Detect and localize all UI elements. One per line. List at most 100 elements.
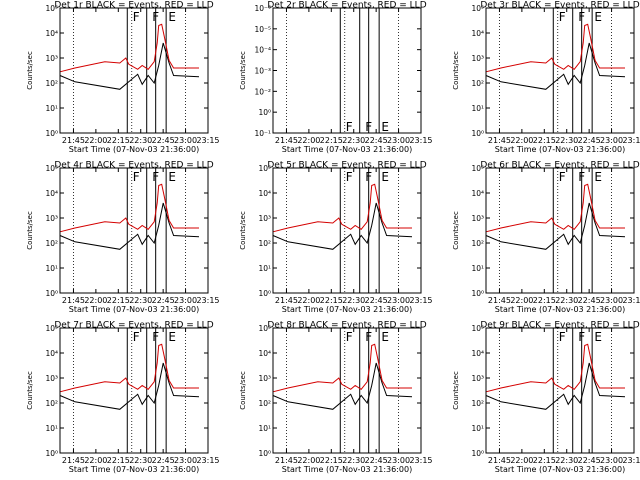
chart-title: Det 7r BLACK = Events, RED = LLD <box>54 321 213 331</box>
y-tick-label: 10⁰ <box>471 289 484 298</box>
series-line-events <box>272 362 413 410</box>
plot-frame <box>485 7 635 134</box>
y-tick-label: 10³ <box>45 54 58 63</box>
y-tick-label: 10² <box>258 399 271 408</box>
x-tick-label: 23:00 <box>174 296 197 305</box>
y-tick-label: 10⁰ <box>45 449 58 458</box>
x-tick-label: 22:30 <box>555 456 578 465</box>
series-line-events <box>59 42 200 90</box>
x-tick-label: 22:15 <box>320 296 343 305</box>
x-tick-label: 23:15 <box>409 296 432 305</box>
flag-label: F <box>559 170 566 184</box>
x-tick-label: 21:45 <box>275 456 298 465</box>
x-tick-label: 23:00 <box>387 456 410 465</box>
y-axis-label: Counts/sec <box>452 371 460 410</box>
x-axis-label: Start Time (07-Nov-03 21:36:00) <box>282 305 412 314</box>
flag-label: F <box>578 10 585 24</box>
x-tick-label: 22:30 <box>342 136 365 145</box>
plot-frame <box>485 327 635 454</box>
x-tick-label: 22:00 <box>84 296 107 305</box>
x-tick-label: 22:15 <box>320 456 343 465</box>
y-tick-label: 10² <box>471 79 484 88</box>
y-tick-label: 10⁴ <box>471 29 484 38</box>
y-tick-label: 10² <box>258 239 271 248</box>
x-tick-label: 23:15 <box>196 136 219 145</box>
x-tick-label: 22:45 <box>578 456 601 465</box>
x-tick-label: 21:45 <box>62 296 85 305</box>
y-tick-label: 10³ <box>471 214 484 223</box>
x-tick-label: 23:15 <box>196 296 219 305</box>
x-tick-label: 23:15 <box>622 296 640 305</box>
x-axis-label: Start Time (07-Nov-03 21:36:00) <box>495 305 625 314</box>
y-tick-label: 10⁻² <box>254 87 271 96</box>
x-tick-label: 23:15 <box>409 136 432 145</box>
y-tick-label: 10⁻³ <box>254 67 271 76</box>
x-tick-label: 21:45 <box>488 456 511 465</box>
x-tick-label: 22:45 <box>152 136 175 145</box>
x-tick-label: 23:00 <box>600 136 623 145</box>
flag-label: F <box>152 170 159 184</box>
flag-label: F <box>133 170 140 184</box>
y-axis-label: Counts/sec <box>239 51 247 90</box>
x-tick-label: 23:15 <box>409 456 432 465</box>
x-axis-label: Start Time (07-Nov-03 21:36:00) <box>495 145 625 154</box>
y-tick-label: 10³ <box>471 54 484 63</box>
series-line-events <box>59 362 200 410</box>
plot-frame <box>485 167 635 294</box>
y-tick-label: 10¹ <box>45 264 58 273</box>
series-line-lld <box>272 183 412 233</box>
flag-label: F <box>346 170 353 184</box>
series-line-lld <box>272 343 412 393</box>
flag-label: F <box>152 10 159 24</box>
y-tick-label: 10⁴ <box>471 349 484 358</box>
x-tick-label: 21:45 <box>62 136 85 145</box>
x-tick-label: 22:00 <box>297 296 320 305</box>
series-line-events <box>485 42 626 90</box>
flag-label: E <box>594 170 602 184</box>
series-line-lld <box>59 183 199 233</box>
flag-label: E <box>168 170 176 184</box>
series-line-lld <box>485 23 625 73</box>
chart-title: Det 9r BLACK = Events, RED = LLD <box>480 321 639 331</box>
x-tick-label: 22:45 <box>365 136 388 145</box>
plot-frame <box>59 7 209 134</box>
y-tick-label: 10⁵ <box>258 164 271 173</box>
x-tick-label: 23:00 <box>174 136 197 145</box>
x-tick-label: 23:15 <box>622 456 640 465</box>
x-tick-label: 22:30 <box>555 136 578 145</box>
plot-frame <box>59 327 209 454</box>
y-tick-label: 10⁴ <box>471 189 484 198</box>
x-tick-label: 21:45 <box>275 136 298 145</box>
y-tick-label: 10¹ <box>471 264 484 273</box>
x-axis-label: Start Time (07-Nov-03 21:36:00) <box>69 145 199 154</box>
x-tick-label: 23:15 <box>196 456 219 465</box>
x-tick-label: 22:00 <box>84 456 107 465</box>
chart-title: Det 8r BLACK = Events, RED = LLD <box>267 321 426 331</box>
y-tick-label: 10⁰ <box>471 129 484 138</box>
flag-label: E <box>168 330 176 344</box>
x-tick-label: 22:00 <box>297 136 320 145</box>
series-line-lld <box>485 183 625 233</box>
x-tick-label: 22:45 <box>578 136 601 145</box>
flag-label: E <box>381 120 389 134</box>
y-tick-label: 10³ <box>258 374 271 383</box>
y-tick-label: 10¹ <box>471 424 484 433</box>
y-tick-label: 10⁴ <box>258 189 271 198</box>
x-tick-label: 22:30 <box>129 296 152 305</box>
flag-label: E <box>594 10 602 24</box>
flag-label: F <box>578 170 585 184</box>
series-line-events <box>272 202 413 250</box>
chart-title: Det 1r BLACK = Events, RED = LLD <box>54 1 213 11</box>
y-tick-label: 10⁵ <box>471 324 484 333</box>
x-tick-label: 22:45 <box>365 296 388 305</box>
x-axis-label: Start Time (07-Nov-03 21:36:00) <box>69 465 199 474</box>
x-tick-label: 22:45 <box>578 296 601 305</box>
y-tick-label: 10³ <box>45 214 58 223</box>
y-tick-label: 10⁰ <box>45 129 58 138</box>
